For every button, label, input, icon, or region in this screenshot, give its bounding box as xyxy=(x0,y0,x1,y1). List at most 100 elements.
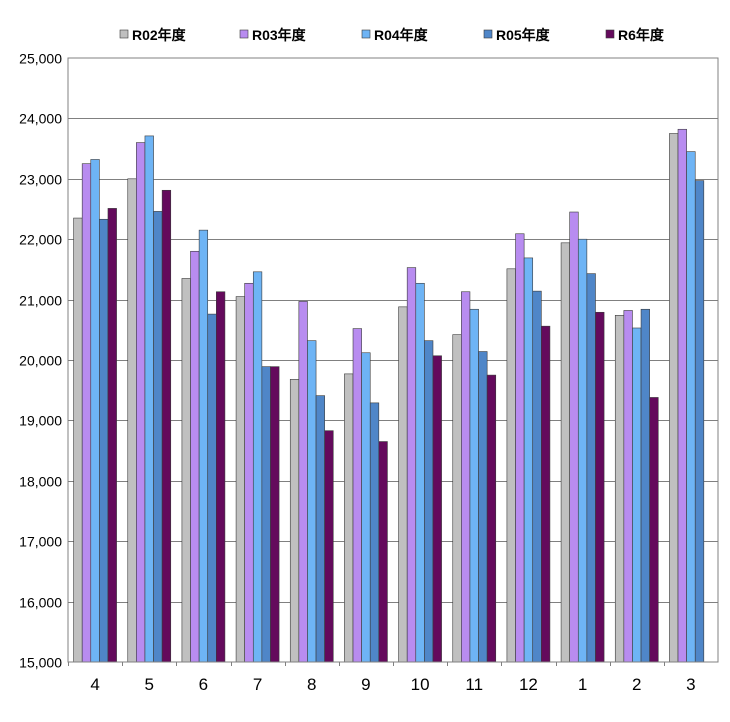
legend-label: R04年度 xyxy=(374,27,429,43)
legend-item: R03年度 xyxy=(239,27,307,43)
bar xyxy=(506,268,516,663)
y-tick-label: 21,000 xyxy=(19,293,62,309)
bar xyxy=(344,373,354,663)
bar xyxy=(198,229,209,663)
bar xyxy=(623,310,633,663)
bar xyxy=(686,151,696,663)
bar xyxy=(486,374,497,663)
series-4 xyxy=(99,180,705,663)
bar xyxy=(461,291,471,663)
x-tick-label: 9 xyxy=(361,675,370,694)
legend-label: R03年度 xyxy=(252,27,307,43)
x-tick-label: 2 xyxy=(632,675,641,694)
y-tick-label: 17,000 xyxy=(19,534,62,550)
bar xyxy=(569,211,579,663)
legend-label: R6年度 xyxy=(618,27,665,43)
bar xyxy=(216,291,226,663)
bar xyxy=(261,366,271,663)
legend-item: R6年度 xyxy=(605,27,665,43)
bar xyxy=(469,308,479,663)
bar xyxy=(127,178,137,663)
bar xyxy=(586,273,596,663)
legend-item: R02年度 xyxy=(119,27,187,43)
bar xyxy=(669,133,679,663)
x-tick-label: 10 xyxy=(411,675,430,694)
bar xyxy=(577,238,588,663)
bar xyxy=(523,257,534,663)
y-tick-label: 19,000 xyxy=(19,413,62,429)
bar xyxy=(398,306,408,663)
bar xyxy=(532,290,542,663)
bar xyxy=(153,211,163,663)
legend-item: R05年度 xyxy=(483,27,551,43)
x-tick-label: 12 xyxy=(519,675,538,694)
gridlines xyxy=(68,118,718,603)
bar xyxy=(161,189,172,663)
bar xyxy=(207,313,217,663)
bars xyxy=(73,128,705,663)
y-tick-label: 18,000 xyxy=(19,474,62,490)
x-tick-label: 1 xyxy=(578,675,587,694)
bar xyxy=(415,282,425,663)
y-tick-label: 23,000 xyxy=(19,172,62,188)
x-tick-label: 4 xyxy=(90,675,99,694)
bar xyxy=(90,159,100,663)
bar xyxy=(235,296,245,663)
bar xyxy=(614,314,625,663)
bar xyxy=(452,334,462,663)
y-tick-label: 25,000 xyxy=(19,51,62,67)
y-tick-label: 22,000 xyxy=(19,232,62,248)
bar xyxy=(424,340,434,663)
legend-label: R05年度 xyxy=(496,27,551,43)
series-5 xyxy=(107,189,659,663)
x-tick-label: 6 xyxy=(199,675,208,694)
y-axis-tick-labels: 15,000 16,000 17,000 18,000 19,000 20,000 21,0… xyxy=(19,51,62,671)
bar xyxy=(632,327,642,663)
legend-swatch xyxy=(239,29,249,39)
series-3 xyxy=(90,135,696,663)
bar xyxy=(307,340,317,663)
bar xyxy=(181,278,191,663)
bar xyxy=(298,301,308,663)
bar xyxy=(478,351,488,663)
x-tick-label: 8 xyxy=(307,675,316,694)
bar xyxy=(252,271,263,663)
legend-swatch xyxy=(605,29,615,39)
x-tick-label: 11 xyxy=(465,675,483,694)
bar xyxy=(289,379,300,663)
x-axis-tick-labels: 4 5 6 7 8 9 10 11 12 1 2 3 xyxy=(68,662,696,694)
bar xyxy=(406,267,417,663)
x-tick-label: 7 xyxy=(253,675,262,694)
bar xyxy=(378,441,388,663)
bar xyxy=(99,218,109,663)
bar xyxy=(369,402,380,663)
bar xyxy=(649,397,659,663)
x-tick-label: 3 xyxy=(686,675,695,694)
legend: R02年度 R03年度 R04年度 R05年度 R6年度 xyxy=(119,27,665,43)
bar xyxy=(595,311,605,663)
y-tick-label: 16,000 xyxy=(19,595,62,611)
bar xyxy=(315,395,325,663)
bar xyxy=(324,430,334,663)
legend-swatch xyxy=(483,29,493,39)
legend-label: R02年度 xyxy=(132,27,187,43)
bar xyxy=(244,282,254,663)
y-tick-label: 15,000 xyxy=(19,655,62,671)
bar xyxy=(432,355,442,663)
y-tick-label: 24,000 xyxy=(19,111,62,127)
bar xyxy=(560,242,570,663)
x-tick-label: 5 xyxy=(145,675,154,694)
bar xyxy=(190,250,200,663)
legend-item: R04年度 xyxy=(361,27,429,43)
bar xyxy=(640,308,650,663)
bar xyxy=(136,142,146,663)
legend-swatch xyxy=(119,29,129,39)
bar xyxy=(81,163,92,663)
bar xyxy=(352,328,362,663)
bar xyxy=(541,325,551,663)
bar xyxy=(73,217,83,663)
bar xyxy=(361,352,371,663)
y-tick-label: 20,000 xyxy=(19,353,62,369)
